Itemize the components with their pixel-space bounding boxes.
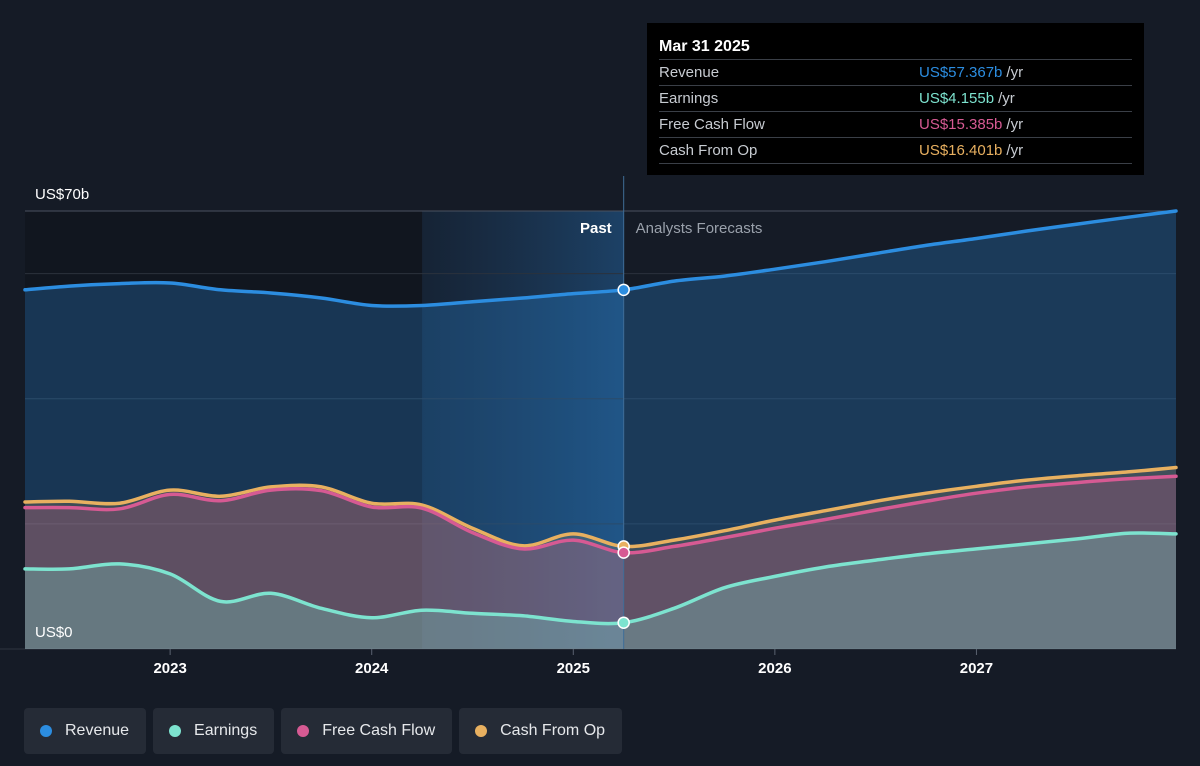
revenue-line [23, 209, 1178, 308]
tooltip-label: Earnings [659, 90, 719, 107]
revenue-marker [617, 283, 630, 297]
tooltip-unit: /yr [998, 90, 1015, 107]
earnings-area [25, 532, 1176, 649]
x-tick-label: 2025 [557, 660, 590, 677]
tooltip-label: Cash From Op [659, 142, 758, 159]
x-tick-label: 2024 [355, 660, 389, 677]
cfo-line [23, 465, 1178, 549]
legend-item-cash-from-op[interactable]: Cash From Op [459, 708, 623, 754]
tooltip-unit: /yr [1006, 142, 1024, 159]
tooltip-unit: /yr [1006, 116, 1024, 133]
legend-label: Revenue [65, 722, 130, 739]
x-tick-label: 2027 [960, 660, 993, 677]
tooltip-label: Revenue [659, 64, 720, 81]
grid-lines [0, 210, 1176, 650]
tooltip-value: US$15.385b [919, 116, 1003, 133]
tooltip-row-revenue: Revenue US$57.367b /yr [659, 59, 1132, 85]
forecast-label: Analysts Forecasts [636, 220, 763, 237]
past-label: Past [580, 220, 612, 237]
legend-label: Earnings [194, 722, 258, 739]
legend-label: Cash From Op [500, 722, 606, 739]
legend-item-earnings[interactable]: Earnings [153, 708, 275, 754]
earnings-line [23, 531, 1178, 626]
revenue-dot-icon [40, 725, 52, 737]
revenue-area [25, 211, 1176, 649]
tooltip-row-cfo: Cash From Op US$16.401b /yr [659, 137, 1132, 164]
tooltip: Mar 31 2025 Revenue US$57.367b /yr Earni… [647, 23, 1144, 175]
hover-markers [617, 283, 630, 629]
tooltip-label: Free Cash Flow [659, 116, 765, 133]
legend-label: Free Cash Flow [322, 722, 436, 739]
fcf-marker [617, 546, 630, 559]
free-cash-flow-dot-icon [297, 725, 310, 737]
y-axis-bottom-label: US$0 [35, 624, 73, 641]
cfo-area [25, 467, 1176, 649]
y-axis-top-label: US$70b [35, 186, 89, 203]
x-tick-label: 2026 [758, 660, 791, 677]
x-axis: 2023 2024 2025 2026 2027 [153, 649, 993, 677]
earnings-dot-icon [169, 725, 182, 737]
tooltip-date: Mar 31 2025 [659, 38, 750, 55]
highlight-band [422, 211, 624, 649]
legend: Revenue Earnings Free Cash Flow Cash Fro… [24, 708, 623, 754]
legend-item-revenue[interactable]: Revenue [24, 708, 147, 754]
fcf-line [23, 474, 1178, 555]
earnings-marker [617, 616, 630, 629]
tooltip-unit: /yr [1006, 64, 1024, 81]
x-tick-label: 2023 [153, 660, 186, 677]
cash-from-op-dot-icon [475, 725, 488, 737]
tooltip-row-fcf: Free Cash Flow US$15.385b /yr [659, 111, 1132, 137]
legend-item-free-cash-flow[interactable]: Free Cash Flow [281, 708, 453, 754]
tooltip-value: US$16.401b [919, 142, 1003, 159]
tooltip-value: US$4.155b [919, 90, 995, 107]
tooltip-row-earnings: Earnings US$4.155b /yr [659, 85, 1132, 111]
tooltip-value: US$57.367b [919, 64, 1003, 81]
series-lines [23, 209, 1178, 626]
